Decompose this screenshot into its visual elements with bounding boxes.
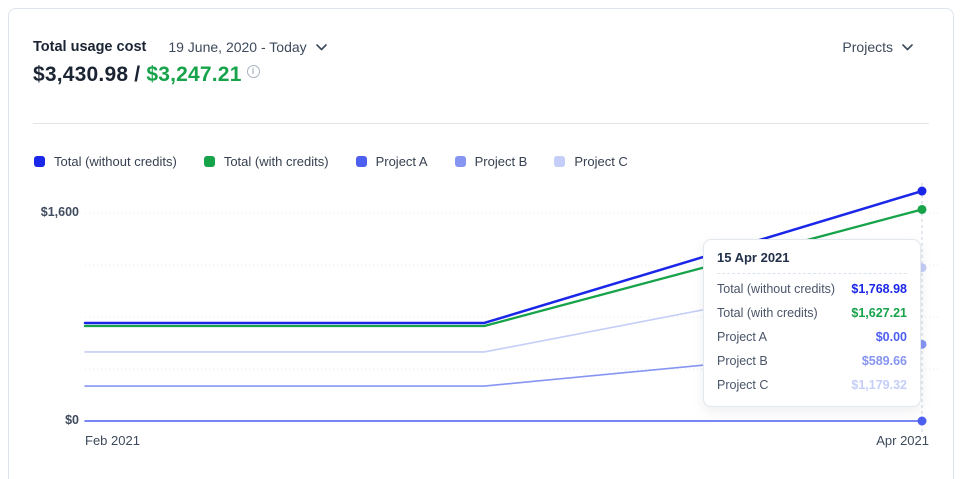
info-icon[interactable]: i xyxy=(246,65,260,78)
x-axis-tick-feb: Feb 2021 xyxy=(85,433,140,448)
legend-item-label: Total (without credits) xyxy=(54,154,177,169)
tooltip-row-value: $1,627.21 xyxy=(851,306,907,320)
chart-tooltip: 15 Apr 2021 Total (without credits) $1,7… xyxy=(703,239,921,407)
legend-swatch xyxy=(355,156,367,167)
tooltip-row: Project A $0.00 xyxy=(717,325,907,349)
legend-swatch xyxy=(203,156,215,167)
tooltip-row-label: Project C xyxy=(717,378,769,392)
legend-item-total-without-credits[interactable]: Total (without credits) xyxy=(34,154,177,169)
y-axis-tick-1600: $1,600 xyxy=(40,205,79,219)
chevron-down-icon xyxy=(315,43,327,51)
legend-item-label: Total (with credits) xyxy=(223,154,329,169)
legend-swatch xyxy=(454,156,466,167)
total-cost-summary: $3,430.98 / $3,247.21 i xyxy=(33,63,260,87)
total-with-credits-amount: $3,247.21 xyxy=(146,63,242,86)
tooltip-row-label: Total (with credits) xyxy=(717,306,818,320)
page-title: Total usage cost xyxy=(33,39,147,55)
tooltip-row: Project B $589.66 xyxy=(717,349,907,373)
tooltip-row: Total (with credits) $1,627.21 xyxy=(717,301,907,325)
chevron-down-icon xyxy=(902,43,913,51)
legend-item-label: Project B xyxy=(474,154,528,169)
total-without-credits-amount: $3,430.98 xyxy=(33,63,129,86)
legend-swatch xyxy=(554,156,566,167)
card-header: Total usage cost 19 June, 2020 - Today P… xyxy=(33,39,913,55)
header-divider xyxy=(33,123,929,124)
amount-separator: / xyxy=(128,63,147,86)
legend-item-label: Project C xyxy=(574,154,628,169)
y-axis-tick-0: $0 xyxy=(65,413,79,427)
date-range-dropdown[interactable]: 19 June, 2020 - Today xyxy=(168,39,327,55)
date-range-label: 19 June, 2020 - Today xyxy=(168,39,307,55)
tooltip-row-value: $1,768.98 xyxy=(851,282,907,296)
tooltip-row: Total (without credits) $1,768.98 xyxy=(717,277,907,301)
legend-item-project-a[interactable]: Project A xyxy=(355,154,428,169)
tooltip-row-label: Total (without credits) xyxy=(717,282,836,296)
legend-item-project-c[interactable]: Project C xyxy=(554,154,628,169)
legend-item-label: Project A xyxy=(375,154,428,169)
tooltip-row-value: $0.00 xyxy=(875,330,907,344)
projects-dropdown[interactable]: Projects xyxy=(842,39,913,55)
tooltip-row-label: Project A xyxy=(717,330,768,344)
tooltip-row-label: Project B xyxy=(717,354,768,368)
chart-legend: Total (without credits) Total (with cred… xyxy=(34,154,628,169)
header-left: Total usage cost 19 June, 2020 - Today xyxy=(33,39,327,55)
projects-dropdown-label: Projects xyxy=(842,39,893,55)
tooltip-row-value: $1,179.32 xyxy=(851,378,907,392)
legend-item-total-with-credits[interactable]: Total (with credits) xyxy=(203,154,329,169)
legend-item-project-b[interactable]: Project B xyxy=(454,154,528,169)
x-axis-tick-apr: Apr 2021 xyxy=(876,433,929,448)
tooltip-row-value: $589.66 xyxy=(861,354,907,368)
usage-cost-card: Total usage cost 19 June, 2020 - Today P… xyxy=(8,8,954,479)
legend-swatch xyxy=(34,156,45,167)
tooltip-date: 15 Apr 2021 xyxy=(717,250,907,274)
tooltip-row: Project C $1,179.32 xyxy=(717,373,907,397)
